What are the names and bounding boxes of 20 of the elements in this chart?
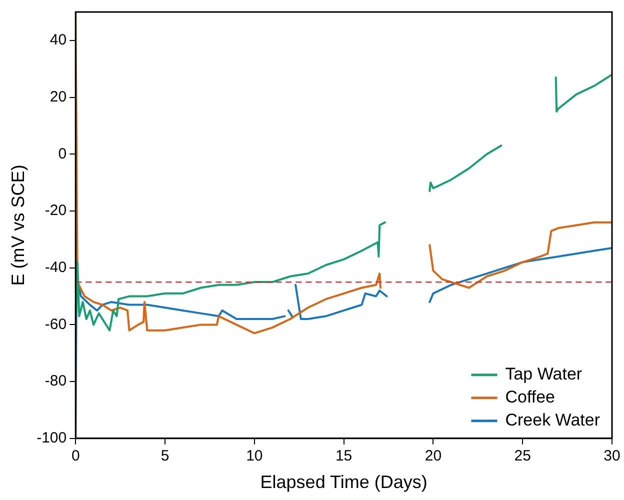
y-tick-label: 40: [50, 32, 67, 49]
legend-label: Coffee: [505, 388, 556, 407]
x-tick-label: 10: [246, 448, 263, 465]
x-axis-title: Elapsed Time (Days): [260, 472, 428, 492]
y-tick-label: -20: [44, 202, 67, 220]
y-tick-label: 0: [58, 145, 67, 162]
y-tick-label: -100: [36, 430, 67, 447]
x-tick-label: 30: [604, 448, 620, 465]
y-tick-label: 20: [50, 88, 67, 106]
x-tick-label: 15: [335, 448, 352, 465]
y-tick-label: -80: [44, 372, 67, 390]
legend-label: Creek Water: [505, 410, 600, 430]
y-axis-title: E (mV vs SCE): [8, 164, 28, 286]
x-tick-label: 5: [160, 448, 170, 465]
x-tick-label: 25: [514, 448, 531, 465]
x-tick-label: 0: [71, 448, 80, 465]
legend-label: Tap Water: [505, 364, 582, 384]
y-tick-label: -40: [44, 258, 67, 276]
y-tick-label: -60: [44, 316, 67, 333]
x-tick-label: 20: [424, 448, 442, 465]
